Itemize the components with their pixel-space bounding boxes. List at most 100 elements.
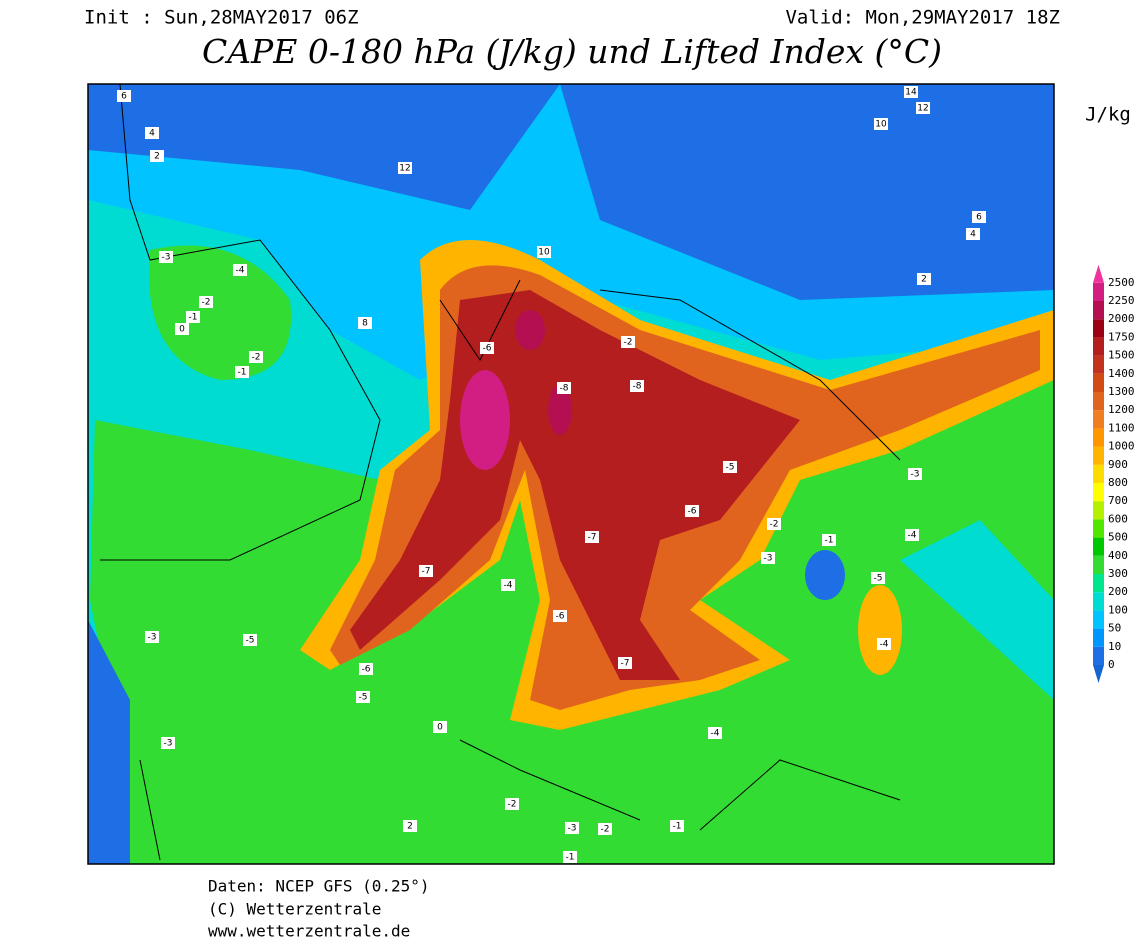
isoline-label: 2: [921, 275, 927, 285]
isoline-label: -1: [566, 853, 575, 863]
title: CAPE 0-180 hPa (J/kg) und Lifted Index (…: [202, 32, 942, 71]
isoline-label: -2: [601, 825, 610, 835]
isoline-label-box: [563, 851, 577, 863]
isoline-label: -1: [673, 822, 682, 832]
isoline-label-box: [501, 579, 515, 591]
isoline-label-box: [161, 737, 175, 749]
colorbar-band: [1093, 574, 1104, 593]
isoline-label: -5: [726, 463, 735, 473]
isoline-label-box: [708, 727, 722, 739]
field-red: [350, 290, 800, 680]
colorbar-band: [1093, 592, 1104, 611]
colorbar-label: 1300: [1108, 385, 1135, 398]
colorbar-above: [1093, 264, 1104, 283]
isoline-label-box: [618, 657, 632, 669]
isoline-label: -3: [911, 470, 920, 480]
isoline-label: -2: [202, 298, 211, 308]
colorbar-band: [1093, 483, 1104, 502]
colorbar-band: [1093, 337, 1104, 356]
colorbar-label: 1750: [1108, 330, 1135, 343]
isoline-label-box: [356, 691, 370, 703]
field-green-uk: [148, 245, 292, 380]
isoline-label-box: [505, 798, 519, 810]
coastline: [100, 84, 901, 861]
isoline-label-box: [877, 638, 891, 650]
colorbar-band: [1093, 392, 1104, 411]
isoline-label-box: [186, 311, 200, 323]
isoline-label-box: [670, 820, 684, 832]
isoline-label: -1: [825, 536, 834, 546]
colorbar-band: [1093, 555, 1104, 574]
colorbar-band: [1093, 501, 1104, 520]
isoline-label: -2: [508, 800, 517, 810]
isoline-label: 4: [149, 129, 155, 139]
isoline-label: -7: [588, 533, 597, 543]
isoline-label-box: [585, 531, 599, 543]
isoline-label: 10: [875, 120, 887, 130]
isoline-label-box: [565, 822, 579, 834]
colorbar-label: 2000: [1108, 312, 1135, 325]
isoline-label: 6: [976, 213, 982, 223]
isoline-label: -6: [362, 665, 371, 675]
isoline-label: 8: [362, 319, 368, 329]
isoline-label: 10: [538, 248, 550, 258]
isoline-label: -2: [624, 338, 633, 348]
colorbar-label: 50: [1108, 622, 1121, 635]
isoline-label-box: [398, 162, 412, 174]
isoline-label: -3: [148, 633, 157, 643]
isoline-label-box: [150, 150, 164, 162]
colorbar-band: [1093, 519, 1104, 538]
colorbar-label: 0: [1108, 658, 1115, 671]
isoline-label: 12: [399, 164, 410, 174]
isoline-label-box: [403, 820, 417, 832]
colorbar-band: [1093, 301, 1104, 320]
isoline-label: 4: [970, 230, 976, 240]
isoline-label: -5: [246, 636, 255, 646]
colorbar-band: [1093, 464, 1104, 483]
isoline-label: -3: [764, 554, 773, 564]
isoline-label: -6: [688, 507, 697, 517]
isoline-label-box: [767, 518, 781, 530]
isoline-label-box: [557, 382, 571, 394]
isoline-label-box: [359, 663, 373, 675]
init-time: Init : Sun,28MAY2017 06Z: [84, 7, 359, 29]
isoline-label: 14: [905, 88, 917, 98]
isoline-label-box: [916, 102, 930, 114]
isoline-label-box: [908, 468, 922, 480]
colorbar-band: [1093, 446, 1104, 465]
colorbar-band: [1093, 537, 1104, 556]
isoline-label-box: [117, 90, 131, 102]
isoline-label: -1: [189, 313, 198, 323]
isoline-label-box: [433, 721, 447, 733]
isoline-label: -2: [252, 353, 261, 363]
colorbar-label: 300: [1108, 567, 1128, 580]
isoline-label-box: [871, 572, 885, 584]
isoline-label: -4: [504, 581, 513, 591]
colorbar-label: 900: [1108, 458, 1128, 471]
colorbar-band: [1093, 646, 1104, 665]
map-frame: [87, 83, 1055, 865]
colorbar-label: 1100: [1108, 421, 1135, 434]
colorbar-label: 2250: [1108, 294, 1135, 307]
isoline-label-box: [822, 534, 836, 546]
field-magenta: [548, 385, 572, 435]
isoline-label-box: [685, 505, 699, 517]
colorbar-band: [1093, 628, 1104, 647]
colorbar-label: 1500: [1108, 349, 1135, 362]
isoline-label-box: [243, 634, 257, 646]
isoline-label: -4: [711, 729, 720, 739]
isoline-label: -7: [621, 659, 630, 669]
isoline-label: -6: [483, 344, 492, 354]
isoline-label-box: [972, 211, 986, 223]
field-blue-spot: [805, 550, 845, 600]
footer-line: www.wetterzentrale.de: [208, 922, 410, 941]
colorbar-label: 700: [1108, 494, 1128, 507]
field-orange-spot: [858, 585, 902, 675]
colorbar-label: 500: [1108, 531, 1128, 544]
isoline-label-box: [904, 86, 918, 98]
isoline-label-box: [723, 461, 737, 473]
colorbar-label: 10: [1108, 640, 1121, 653]
isoline-label-box: [917, 273, 931, 285]
isoline-label: -5: [874, 574, 883, 584]
